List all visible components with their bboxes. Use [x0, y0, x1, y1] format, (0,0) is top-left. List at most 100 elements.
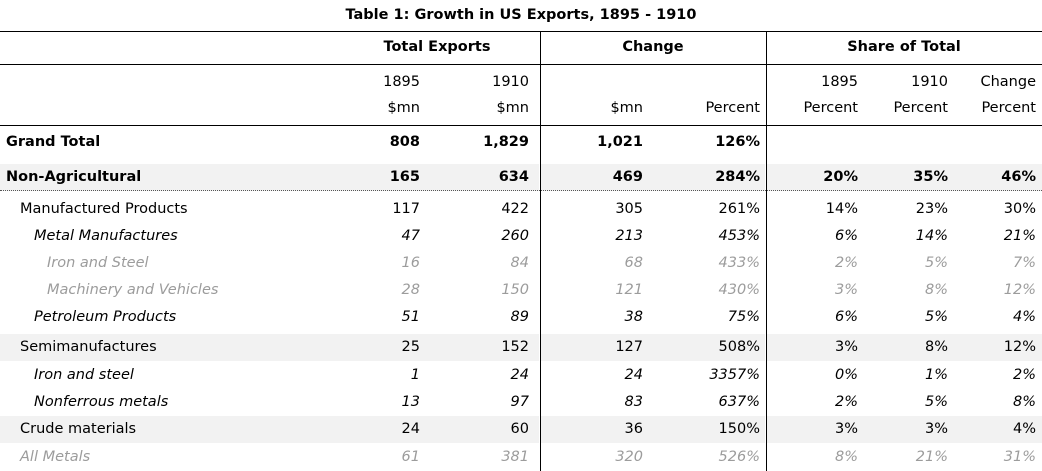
- cell-change-mn: 305: [615, 201, 643, 217]
- cell-change-percent: 75%: [727, 309, 760, 325]
- table-title: Table 1: Growth in US Exports, 1895 - 19…: [345, 7, 697, 23]
- cell-exports-1895: 24: [401, 421, 420, 437]
- cell-share-change: 4%: [1012, 309, 1036, 325]
- cell-exports-1910: 260: [501, 228, 529, 244]
- cell-exports-1910: 89: [510, 309, 529, 325]
- row-shading: [767, 416, 1042, 443]
- cell-change-mn: 469: [612, 169, 643, 185]
- cell-change-percent: 284%: [715, 169, 760, 185]
- cell-share-change: 21%: [1003, 228, 1036, 244]
- table-row: Nonferrous metals 13 97 83 637% 2% 5% 8%: [0, 389, 1042, 416]
- cell-share-1895: 20%: [823, 169, 858, 185]
- row-label: Manufactured Products: [20, 201, 188, 217]
- cell-exports-1895: 28: [401, 282, 420, 298]
- cell-change-mn: 320: [615, 449, 643, 465]
- cell-share-change: [948, 129, 1036, 156]
- row-label: Iron and Steel: [47, 255, 149, 271]
- row-shading: [541, 416, 765, 443]
- subheader-share-1895: 1895: [821, 74, 858, 90]
- cell-share-1910: 14%: [915, 228, 948, 244]
- cell-exports-1895: 117: [392, 201, 420, 217]
- cell-exports-1895: 13: [401, 394, 420, 410]
- cell-share-1895: 6%: [834, 309, 858, 325]
- cell-share-change: 7%: [1012, 255, 1036, 271]
- cell-exports-1895: 61: [401, 449, 420, 465]
- cell-exports-1910: 152: [501, 339, 529, 355]
- rule-vertical-1: [540, 31, 541, 471]
- row-shading: [767, 164, 1042, 191]
- cell-exports-1895: 25: [401, 339, 420, 355]
- cell-share-change: 31%: [1003, 449, 1036, 465]
- cell-share-1910: 23%: [915, 201, 948, 217]
- cell-share-1895: [766, 129, 858, 156]
- cell-exports-1910: 24: [510, 367, 529, 383]
- row-shading: [0, 334, 539, 361]
- row-label: Grand Total: [6, 134, 101, 150]
- cell-share-1895: 14%: [825, 201, 858, 217]
- cell-change-mn: 121: [615, 282, 643, 298]
- row-label: Nonferrous metals: [34, 394, 169, 410]
- subheader-mn-1895: $mn: [387, 100, 420, 116]
- row-shading: [767, 334, 1042, 361]
- cell-share-change: 4%: [1012, 421, 1036, 437]
- cell-exports-1895: 165: [389, 169, 420, 185]
- cell-exports-1895: 47: [401, 228, 420, 244]
- cell-change-percent: 261%: [718, 201, 760, 217]
- cell-change-percent: 430%: [718, 282, 760, 298]
- cell-share-change: 30%: [1003, 201, 1036, 217]
- cell-exports-1895: 1: [410, 367, 420, 383]
- table-row: Iron and Steel 16 84 68 433% 2% 5% 7%: [0, 250, 1042, 277]
- cell-share-1910: 5%: [924, 255, 948, 271]
- rule-dotted: [0, 190, 1042, 191]
- cell-change-mn: 127: [615, 339, 643, 355]
- subheader-change-mn: $mn: [610, 100, 643, 116]
- cell-change-percent: 126%: [715, 134, 760, 150]
- cell-exports-1910: 150: [501, 282, 529, 298]
- table-row: Non-Agricultural 165 634 469 284% 20% 35% 46%: [0, 164, 1042, 191]
- cell-change-percent: 637%: [718, 394, 760, 410]
- cell-change-percent: 526%: [718, 449, 760, 465]
- rule-top: [0, 31, 1042, 32]
- rule-header-bottom: [0, 125, 1042, 126]
- cell-exports-1910: 634: [498, 169, 529, 185]
- cell-share-1910: 1%: [924, 367, 948, 383]
- cell-share-1895: 6%: [834, 228, 858, 244]
- cell-exports-1910: 84: [510, 255, 529, 271]
- cell-share-change: 2%: [1012, 367, 1036, 383]
- subheader-1895: 1895: [383, 74, 420, 90]
- cell-exports-1910: 422: [501, 201, 529, 217]
- row-shading: [541, 164, 765, 191]
- rule-vertical-2: [766, 31, 767, 471]
- table-row: Iron and steel 1 24 24 3357% 0% 1% 2%: [0, 362, 1042, 389]
- table-row: Crude materials 24 60 36 150% 3% 3% 4%: [0, 416, 1042, 443]
- subheader-change-percent: Percent: [705, 100, 760, 116]
- table-row: Metal Manufactures 47 260 213 453% 6% 14% 21%: [0, 223, 1042, 250]
- cell-change-mn: 24: [624, 367, 643, 383]
- table-row: Grand Total 808 1,829 1,021 126%: [0, 129, 1042, 156]
- subheader-share-1910-percent: Percent: [893, 100, 948, 116]
- cell-share-1895: 2%: [834, 394, 858, 410]
- row-label: Metal Manufactures: [34, 228, 178, 244]
- subheader-share-change-percent: Percent: [981, 100, 1036, 116]
- cell-change-mn: 68: [624, 255, 643, 271]
- cell-share-1895: 3%: [834, 339, 858, 355]
- cell-exports-1895: 51: [401, 309, 420, 325]
- cell-share-1910: 8%: [924, 282, 948, 298]
- cell-change-mn: 38: [624, 309, 643, 325]
- row-shading: [0, 416, 539, 443]
- group-header-total-exports: Total Exports: [383, 39, 491, 55]
- subheader-share-1895-percent: Percent: [803, 100, 858, 116]
- rule-group-header: [0, 64, 1042, 65]
- cell-share-1910: 5%: [924, 309, 948, 325]
- cell-exports-1910: 381: [501, 449, 529, 465]
- row-label: Crude materials: [20, 421, 137, 437]
- subheader-change-blank-2: [650, 70, 760, 94]
- row-label: Machinery and Vehicles: [47, 282, 219, 298]
- cell-change-percent: 508%: [718, 339, 760, 355]
- cell-change-mn: 36: [624, 421, 643, 437]
- group-header-share-of-total: Share of Total: [847, 39, 961, 55]
- cell-share-change: 12%: [1003, 339, 1036, 355]
- cell-share-1910: 21%: [915, 449, 948, 465]
- cell-share-1895: 3%: [834, 282, 858, 298]
- cell-share-1895: 0%: [834, 367, 858, 383]
